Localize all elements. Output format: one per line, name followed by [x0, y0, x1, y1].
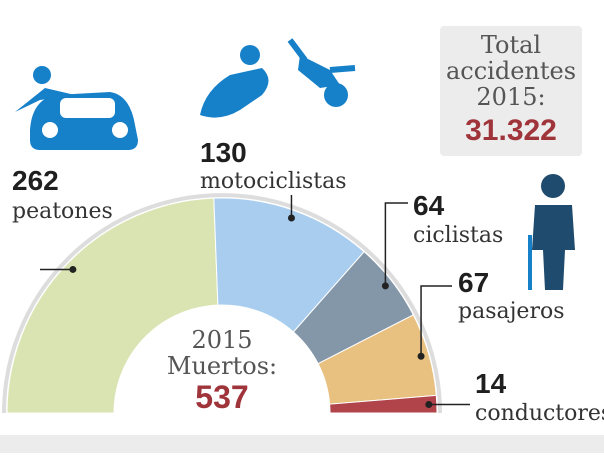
person-icon — [528, 174, 575, 290]
value-label: 64 — [413, 190, 445, 221]
category-label: motociclistas — [200, 169, 346, 194]
center-year: 2015 — [191, 326, 252, 354]
center-label: Muertos: — [167, 352, 277, 380]
leader-dot — [69, 265, 77, 273]
leader-line — [420, 285, 452, 357]
outer-rim — [2, 193, 442, 414]
value-label: 262 — [12, 165, 59, 196]
value-label: 67 — [458, 267, 489, 298]
segment — [6, 197, 219, 414]
value-label: 130 — [200, 137, 247, 168]
category-label: peatones — [12, 199, 113, 224]
leader-dot — [287, 214, 295, 222]
segment — [329, 394, 438, 414]
leader-line — [384, 202, 408, 286]
category-label: ciclistas — [413, 223, 503, 248]
total-value: 31.322 — [465, 114, 557, 147]
motorcycle-icon — [200, 38, 356, 118]
total-label: accidentes — [446, 57, 576, 85]
center-value: 537 — [195, 379, 248, 415]
leader-dot — [381, 282, 389, 290]
value-label: 14 — [475, 368, 507, 399]
total-box — [440, 26, 582, 156]
leader-dot — [417, 352, 425, 360]
leader-dot — [425, 401, 433, 409]
car-icon — [15, 66, 138, 150]
footer — [0, 435, 604, 453]
category-label: pasajeros — [458, 299, 565, 324]
category-label: conductores — [475, 401, 604, 426]
total-label: Total — [481, 31, 541, 59]
total-label: 2015: — [476, 83, 545, 111]
